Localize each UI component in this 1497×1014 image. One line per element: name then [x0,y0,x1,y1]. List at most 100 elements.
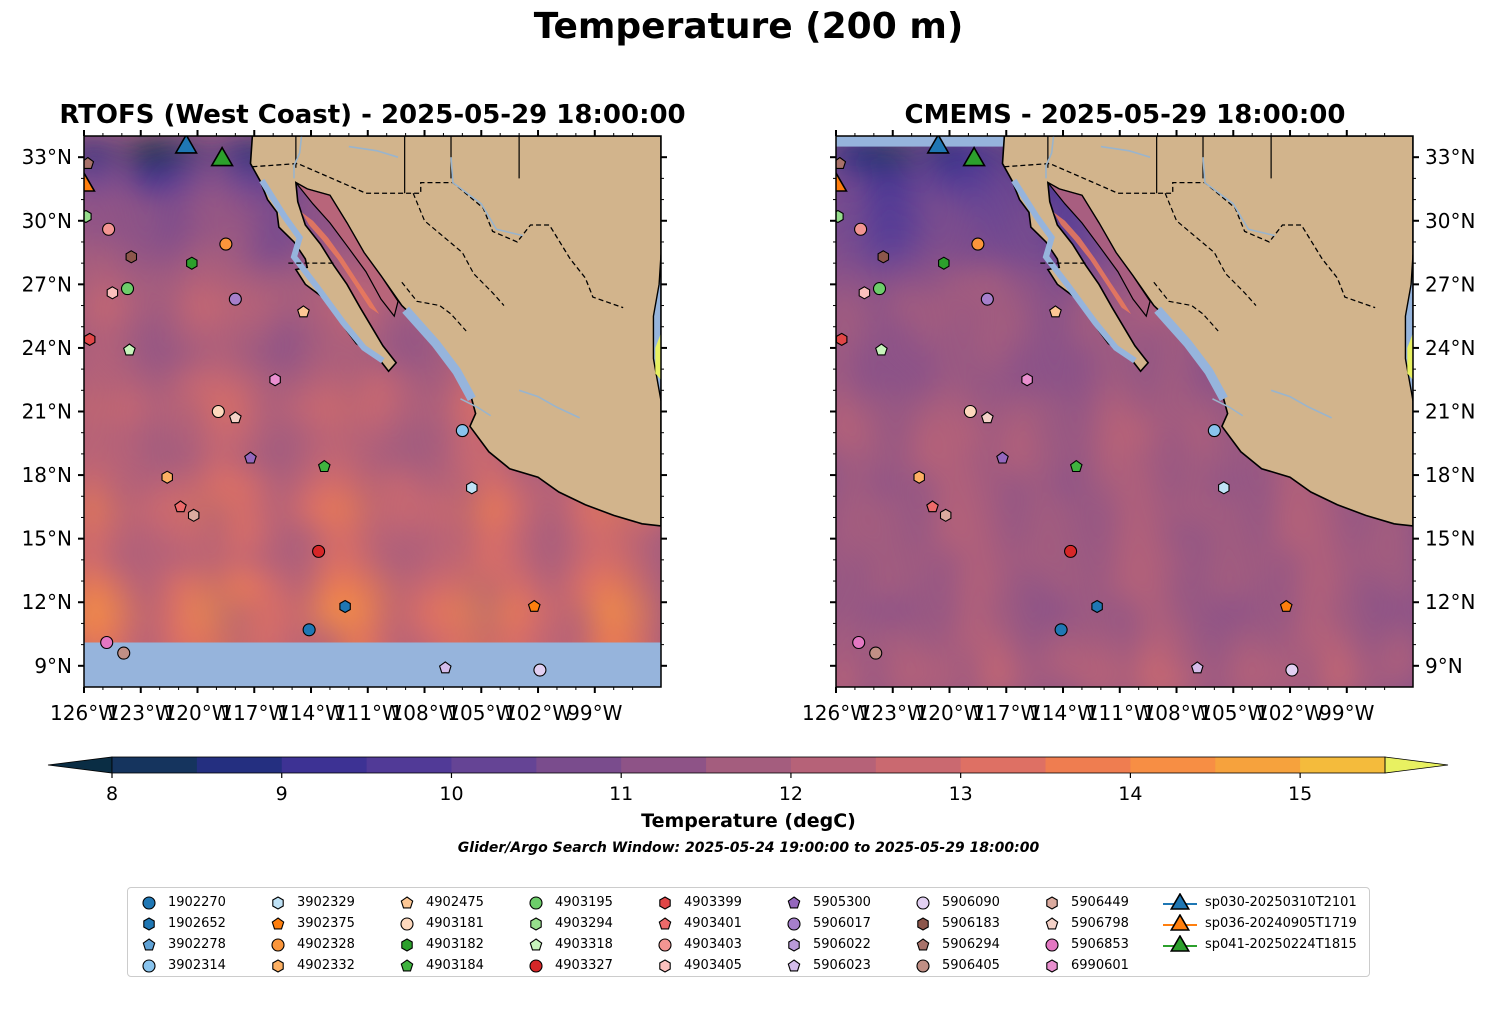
glider-sp041-20250224T1815 [962,146,986,167]
colorbar-tick-label: 15 [1288,783,1312,805]
triangle-marker-icon [1163,892,1197,910]
float-4903405 [858,286,871,300]
lat-tick-label: 18°N [1425,463,1475,487]
legend-marker [400,958,414,971]
float-4903318 [875,343,888,356]
legend-label: 4903195 [555,895,613,910]
lon-tick-label: 123°W [859,701,927,725]
pentagon-marker-icon [529,937,543,950]
colorbar-bin [1300,757,1386,773]
legend-label: sp036-20240905T1719 [1205,916,1357,931]
legend-column: sp030-20250310T2101 sp036-20240905T1719 sp… [1163,892,1357,955]
colorbar-bin [112,757,198,773]
lon-tick-label: 120°W [916,701,984,725]
hexagon-marker-icon [659,958,671,973]
legend-marker [1045,916,1059,929]
legend-marker [916,958,930,973]
colorbar-bin [196,757,283,773]
shelf [259,178,385,364]
float-1902270 [1054,623,1068,637]
float-5906023 [1190,661,1204,674]
state-border [412,192,505,306]
legend-label: sp030-20250310T2101 [1205,895,1357,910]
legend-label: 4902332 [297,958,355,973]
legend-marker [659,895,671,910]
float-4902475 [297,305,310,318]
glider-sp036-20240905T1719 [84,171,96,192]
temperature-colorbar: 8 9 10 11 12 13 14 15 [47,756,1449,805]
cmems-map-panel[interactable]: 9°N 12°N 15°N 18°N 21°N 24°N 27°N 30°N 33°N 126°W… [802,130,1475,725]
shelf [1011,178,1137,364]
glider-sp041-20250224T1815 [210,146,234,167]
pentagon-marker-icon [658,916,672,929]
legend-marker [788,937,800,952]
float-5906449 [939,508,952,522]
legend-label: 1902652 [168,916,226,931]
legend-item: 4903401 [654,913,742,934]
legend-label: 6990601 [1071,958,1129,973]
float-5906853 [852,635,866,650]
lat-tick-label: 15°N [1425,527,1475,551]
country-border [1004,162,1376,309]
float-1902652 [339,599,351,614]
legend-label: 5906853 [1071,937,1129,952]
legend-marker [271,916,285,929]
legend-item: 4903195 [525,892,613,913]
float-4903294 [836,209,844,224]
pentagon-marker-icon [787,958,801,971]
float-5905300 [244,451,257,464]
float-4903184 [317,459,331,473]
legend-marker [271,937,285,952]
search-window-text: Glider/Argo Search Window: 2025-05-24 19… [457,840,1040,856]
colorbar-tick-label: 12 [779,783,803,805]
legend-marker [529,895,543,910]
legend-label: 5906022 [813,937,871,952]
float-4903399 [836,332,848,347]
gulf-warm-water [1053,212,1132,315]
legend-item: 4903184 [396,955,484,976]
legend-label: 5906183 [942,916,1000,931]
colorbar-extend-max [1384,756,1449,774]
float-4902332 [913,470,925,484]
legend-label: 4903182 [426,937,484,952]
legend-column: 4902475 4903181 4903182 4903184 [396,892,484,976]
legend-item: 5906023 [783,955,871,976]
legend-marker [272,958,284,973]
legend-item: 5906090 [912,892,1000,913]
float-4903327 [312,544,326,558]
legend-label: 4903399 [684,895,742,910]
legend-column: 1902270 1902652 3902278 3902314 [138,892,226,976]
colorbar-bin [366,757,452,773]
river [1100,145,1151,158]
colorbar-outline [111,756,1386,774]
rtofs-map-panel[interactable]: 9°N 12°N 15°N 18°N 21°N 24°N 27°N 30°N 33°N 126°W… [22,130,668,725]
river [1202,157,1276,237]
legend-item: 4903294 [525,913,613,934]
legend-item: 3902375 [267,913,355,934]
lon-tick-label: 102°W [1256,701,1324,725]
circle-marker-icon [916,958,930,973]
float-4903405 [106,286,119,300]
legend-item: 3902329 [267,892,355,913]
circle-marker-icon [400,916,414,931]
float-4902328 [219,237,233,251]
float-5905300 [996,451,1009,464]
float-4902328 [971,237,985,251]
legend-label: 4902475 [426,895,484,910]
float-5906090 [1285,663,1299,677]
legend-label: 4903294 [555,916,613,931]
float-5906405 [869,646,883,660]
lat-tick-label: 21°N [1425,400,1475,424]
legend-item: 4903403 [654,934,742,955]
legend-marker [272,895,284,910]
legend-item: sp041-20250224T1815 [1163,934,1357,955]
float-4903327 [1064,544,1078,558]
lat-tick-label: 24°N [22,336,72,360]
float-4903403 [102,222,116,236]
legend-label: 5906090 [942,895,1000,910]
colorbar-tick-label: 8 [106,783,118,805]
lat-tick-label: 21°N [22,400,72,424]
lat-tick-label: 18°N [22,463,72,487]
state-border [1164,192,1257,306]
gulf-of-mexico-warm [655,333,661,380]
